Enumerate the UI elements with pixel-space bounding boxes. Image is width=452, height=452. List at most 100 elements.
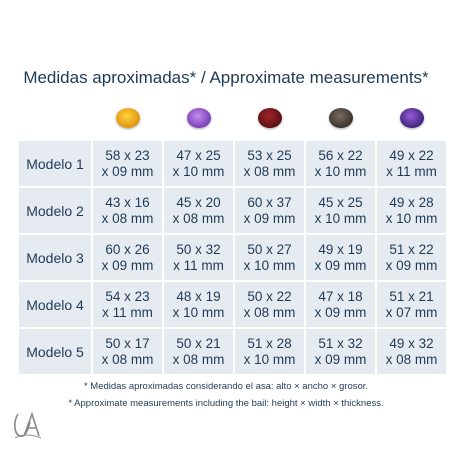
measurement-cell: 49 x 32 x 08 mm bbox=[377, 329, 446, 374]
measurement-thickness: x 08 mm bbox=[243, 304, 296, 320]
measurement-dims: 47 x 18 bbox=[318, 288, 363, 304]
measurement-thickness: x 08 mm bbox=[172, 210, 225, 226]
measurement-dims: 49 x 22 bbox=[389, 147, 434, 163]
footnote-es: * Medidas aproximadas considerando el as… bbox=[83, 381, 369, 392]
measurement-dims: 50 x 32 bbox=[176, 241, 221, 257]
measurement-dims: 58 x 23 bbox=[105, 147, 150, 163]
measurement-thickness: x 09 mm bbox=[101, 257, 154, 273]
table-row: Modelo 5 50 x 17 x 08 mm 50 x 21 x 08 mm 51 x… bbox=[19, 329, 446, 374]
measurement-dims: 50 x 21 bbox=[176, 335, 221, 351]
measurement-dims: 51 x 28 bbox=[247, 335, 292, 351]
measurement-dims: 60 x 26 bbox=[105, 241, 150, 257]
measurement-dims: 45 x 20 bbox=[176, 194, 221, 210]
measurement-cell: 51 x 32 x 09 mm bbox=[306, 329, 375, 374]
measurement-thickness: x 08 mm bbox=[172, 351, 225, 367]
measurement-cell: 49 x 28 x 10 mm bbox=[377, 188, 446, 233]
row-label: Modelo 3 bbox=[19, 235, 91, 280]
measurement-dims: 49 x 19 bbox=[318, 241, 363, 257]
measurement-thickness: x 11 mm bbox=[173, 257, 224, 273]
measurement-thickness: x 07 mm bbox=[385, 304, 438, 320]
measurement-thickness: x 11 mm bbox=[102, 304, 153, 320]
measurement-cell: 50 x 27 x 10 mm bbox=[235, 235, 304, 280]
measurement-dims: 51 x 32 bbox=[318, 335, 363, 351]
footnote-en: * Approximate measurements including the… bbox=[68, 398, 384, 409]
measurement-thickness: x 11 mm bbox=[386, 163, 437, 179]
measurement-dims: 54 x 23 bbox=[105, 288, 150, 304]
measurement-dims: 49 x 32 bbox=[389, 335, 434, 351]
measurement-thickness: x 08 mm bbox=[243, 163, 296, 179]
gem-header-cell bbox=[164, 102, 233, 139]
measurement-thickness: x 09 mm bbox=[243, 210, 296, 226]
measurement-cell: 50 x 21 x 08 mm bbox=[164, 329, 233, 374]
table-row: Modelo 2 43 x 16 x 08 mm 45 x 20 x 08 mm 60 x… bbox=[19, 188, 446, 233]
measurement-thickness: x 10 mm bbox=[243, 257, 296, 273]
page-title: Medidas aproximadas* / Approximate measu… bbox=[23, 68, 429, 87]
measurement-dims: 43 x 16 bbox=[105, 194, 150, 210]
measurement-thickness: x 08 mm bbox=[101, 351, 154, 367]
measurement-thickness: x 10 mm bbox=[243, 351, 296, 367]
measurement-dims: 49 x 28 bbox=[389, 194, 434, 210]
gem-header-row bbox=[19, 102, 446, 139]
measurement-cell: 58 x 23 x 09 mm bbox=[93, 141, 162, 186]
measurement-cell: 60 x 37 x 09 mm bbox=[235, 188, 304, 233]
measurement-cell: 51 x 28 x 10 mm bbox=[235, 329, 304, 374]
table-row: Modelo 4 54 x 23 x 11 mm 48 x 19 x 10 mm 50 x… bbox=[19, 282, 446, 327]
measurement-thickness: x 09 mm bbox=[314, 257, 367, 273]
measurement-cell: 45 x 20 x 08 mm bbox=[164, 188, 233, 233]
garnet-gem-icon bbox=[257, 108, 282, 128]
measurement-dims: 50 x 17 bbox=[105, 335, 150, 351]
amethyst-gem-icon bbox=[186, 108, 211, 128]
measurement-cell: 50 x 17 x 08 mm bbox=[93, 329, 162, 374]
row-label: Modelo 2 bbox=[19, 188, 91, 233]
measurement-dims: 53 x 25 bbox=[247, 147, 292, 163]
measurement-cell: 51 x 21 x 07 mm bbox=[377, 282, 446, 327]
row-label: Modelo 5 bbox=[19, 329, 91, 374]
footnotes: * Medidas aproximadas considerando el as… bbox=[0, 378, 452, 412]
measurement-cell: 56 x 22 x 10 mm bbox=[306, 141, 375, 186]
measurement-cell: 50 x 32 x 11 mm bbox=[164, 235, 233, 280]
measurement-cell: 43 x 16 x 08 mm bbox=[93, 188, 162, 233]
measurement-thickness: x 09 mm bbox=[314, 351, 367, 367]
measurement-dims: 51 x 22 bbox=[389, 241, 434, 257]
measurement-thickness: x 10 mm bbox=[172, 304, 225, 320]
brand-logo-icon bbox=[14, 411, 42, 439]
measurement-cell: 48 x 19 x 10 mm bbox=[164, 282, 233, 327]
measurement-thickness: x 10 mm bbox=[314, 210, 367, 226]
measurement-dims: 51 x 21 bbox=[389, 288, 434, 304]
measurement-thickness: x 10 mm bbox=[314, 163, 367, 179]
gem-header-cell bbox=[93, 102, 162, 139]
measurement-cell: 53 x 25 x 08 mm bbox=[235, 141, 304, 186]
measurement-dims: 50 x 27 bbox=[247, 241, 292, 257]
measurement-dims: 56 x 22 bbox=[318, 147, 363, 163]
smoky-quartz-gem-icon bbox=[328, 108, 353, 128]
gem-header-cell bbox=[377, 102, 446, 139]
measurement-thickness: x 09 mm bbox=[101, 163, 154, 179]
measurement-dims: 45 x 25 bbox=[318, 194, 363, 210]
table-row: Modelo 3 60 x 26 x 09 mm 50 x 32 x 11 mm 50 x… bbox=[19, 235, 446, 280]
measurement-thickness: x 09 mm bbox=[314, 304, 367, 320]
corner-cell bbox=[19, 102, 91, 139]
row-label: Modelo 1 bbox=[19, 141, 91, 186]
measurement-cell: 49 x 19 x 09 mm bbox=[306, 235, 375, 280]
measurement-dims: 47 x 25 bbox=[176, 147, 221, 163]
measurement-cell: 47 x 18 x 09 mm bbox=[306, 282, 375, 327]
measurement-cell: 47 x 25 x 10 mm bbox=[164, 141, 233, 186]
row-label: Modelo 4 bbox=[19, 282, 91, 327]
measurement-cell: 50 x 22 x 08 mm bbox=[235, 282, 304, 327]
measurement-thickness: x 08 mm bbox=[385, 351, 438, 367]
measurement-cell: 60 x 26 x 09 mm bbox=[93, 235, 162, 280]
measurement-cell: 51 x 22 x 09 mm bbox=[377, 235, 446, 280]
measurement-thickness: x 08 mm bbox=[101, 210, 154, 226]
measurements-table: Modelo 1 58 x 23 x 09 mm 47 x 25 x 10 mm 53 x… bbox=[17, 100, 448, 376]
measurement-cell: 54 x 23 x 11 mm bbox=[93, 282, 162, 327]
citrine-gem-icon bbox=[115, 108, 140, 128]
gem-header-cell bbox=[306, 102, 375, 139]
measurement-thickness: x 09 mm bbox=[385, 257, 438, 273]
measurement-thickness: x 10 mm bbox=[385, 210, 438, 226]
measurement-cell: 45 x 25 x 10 mm bbox=[306, 188, 375, 233]
table-row: Modelo 1 58 x 23 x 09 mm 47 x 25 x 10 mm 53 x… bbox=[19, 141, 446, 186]
measurement-dims: 48 x 19 bbox=[176, 288, 221, 304]
measurement-cell: 49 x 22 x 11 mm bbox=[377, 141, 446, 186]
measurement-thickness: x 10 mm bbox=[172, 163, 225, 179]
gem-header-cell bbox=[235, 102, 304, 139]
